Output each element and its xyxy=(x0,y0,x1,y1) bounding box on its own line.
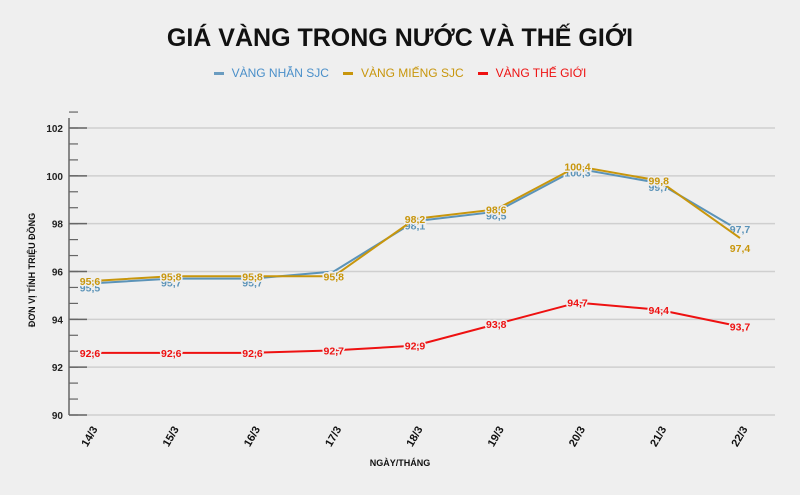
svg-text:95,5: 95,5 xyxy=(80,282,101,294)
data-label: 92,9 xyxy=(405,341,426,353)
svg-text:97,4: 97,4 xyxy=(730,243,751,255)
y-tick-label: 102 xyxy=(46,124,63,135)
x-tick-label: 16/3 xyxy=(242,425,263,450)
data-label: 98,2 xyxy=(405,214,426,226)
legend-label-mieng: VÀNG MIẾNG SJC xyxy=(360,66,464,80)
svg-text:92,7: 92,7 xyxy=(324,345,345,357)
data-label: 95,6 xyxy=(80,276,101,288)
legend-item-nhan: VÀNG NHẪN SJC xyxy=(213,66,329,80)
gridlines: 90 92 94 96 98 100 102 xyxy=(46,111,775,422)
y-tick-label: 94 xyxy=(52,315,64,326)
data-label: 92,7 xyxy=(324,345,345,357)
x-tick-label: 20/3 xyxy=(567,425,588,450)
data-label: 93,8 xyxy=(486,319,507,331)
data-label: 98,6 xyxy=(486,204,507,216)
data-label: 93,7 xyxy=(730,322,751,334)
data-label: 92,6 xyxy=(80,348,101,360)
chart-title: GIÁ VÀNG TRONG NƯỚC VÀ THẾ GIỚI xyxy=(166,24,634,52)
y-tick-label: 98 xyxy=(52,220,64,231)
y-tick-label: 100 xyxy=(46,172,63,183)
svg-text:95,8: 95,8 xyxy=(161,271,182,283)
data-label: 95,8 xyxy=(324,271,345,283)
svg-text:92,9: 92,9 xyxy=(405,341,426,353)
x-tick-label: 17/3 xyxy=(323,425,344,450)
legend-swatch-nhan xyxy=(213,71,224,75)
legend: VÀNG NHẪN SJC VÀNG MIẾNG SJC VÀNG THẾ GI… xyxy=(0,66,800,80)
svg-text:95,8: 95,8 xyxy=(242,271,263,283)
data-label: 95,7 xyxy=(161,278,182,290)
x-tick-label: 22/3 xyxy=(729,425,750,450)
data-label: 95,8 xyxy=(242,271,263,283)
y-tick-label: 90 xyxy=(52,411,64,422)
x-tick-label: 14/3 xyxy=(79,425,100,450)
legend-label-the-gioi: VÀNG THẾ GIỚI xyxy=(495,66,587,80)
x-tick-label: 19/3 xyxy=(486,425,507,450)
data-label: 95,5 xyxy=(80,282,101,294)
y-tick-label: 96 xyxy=(52,268,64,279)
series-2: 92,692,6 92,692,6 92,692,6 92,792,7 92,992,9… xyxy=(78,296,752,361)
data-label: 98,5 xyxy=(486,211,507,223)
data-label: 99,8 xyxy=(649,176,670,188)
y-axis-label: ĐƠN VỊ TÍNH TRIỆU ĐỒNG xyxy=(27,212,37,328)
svg-text:98,2: 98,2 xyxy=(405,214,426,226)
svg-text:92,6: 92,6 xyxy=(242,348,263,360)
data-label: 94,4 xyxy=(649,305,670,317)
data-label: 92,6 xyxy=(161,348,182,360)
svg-text:92,6: 92,6 xyxy=(161,348,182,360)
series-1: 95,695,6 95,895,8 95,895,8 95,895,898,298,2… xyxy=(78,160,752,290)
data-label: 97,7 xyxy=(730,224,751,236)
data-label: 92,6 xyxy=(242,348,263,360)
svg-text:94,7: 94,7 xyxy=(567,298,588,310)
svg-text:93,7: 93,7 xyxy=(730,322,751,334)
data-label: 100,4 xyxy=(564,161,590,173)
svg-text:98,5: 98,5 xyxy=(486,211,507,223)
svg-text:100,4: 100,4 xyxy=(564,161,590,173)
svg-text:98,6: 98,6 xyxy=(486,204,507,216)
x-tick-label: 15/3 xyxy=(161,425,182,450)
y-tick-label: 92 xyxy=(52,363,64,374)
legend-item-mieng: VÀNG MIẾNG SJC xyxy=(342,66,464,80)
x-tick-label: 21/3 xyxy=(648,425,669,450)
legend-item-the-gioi: VÀNG THẾ GIỚI xyxy=(477,66,587,80)
svg-text:99,8: 99,8 xyxy=(649,176,670,188)
svg-text:95,7: 95,7 xyxy=(161,278,182,290)
svg-text:93,8: 93,8 xyxy=(486,319,507,331)
data-label: 95,8 xyxy=(161,271,182,283)
svg-text:92,6: 92,6 xyxy=(80,348,101,360)
svg-text:95,7: 95,7 xyxy=(242,278,263,290)
legend-swatch-the-gioi xyxy=(477,71,488,75)
data-label: 95,7 xyxy=(242,278,263,290)
svg-text:95,8: 95,8 xyxy=(324,271,345,283)
x-tick-label: 18/3 xyxy=(404,425,425,450)
legend-label-nhan: VÀNG NHẪN SJC xyxy=(231,66,329,80)
legend-swatch-mieng xyxy=(342,71,353,75)
svg-text:94,4: 94,4 xyxy=(649,305,670,317)
x-axis-label: NGÀY/THÁNG xyxy=(369,458,431,468)
data-label: 94,7 xyxy=(567,298,588,310)
data-label: 97,4 xyxy=(730,243,751,255)
svg-text:95,6: 95,6 xyxy=(80,276,101,288)
